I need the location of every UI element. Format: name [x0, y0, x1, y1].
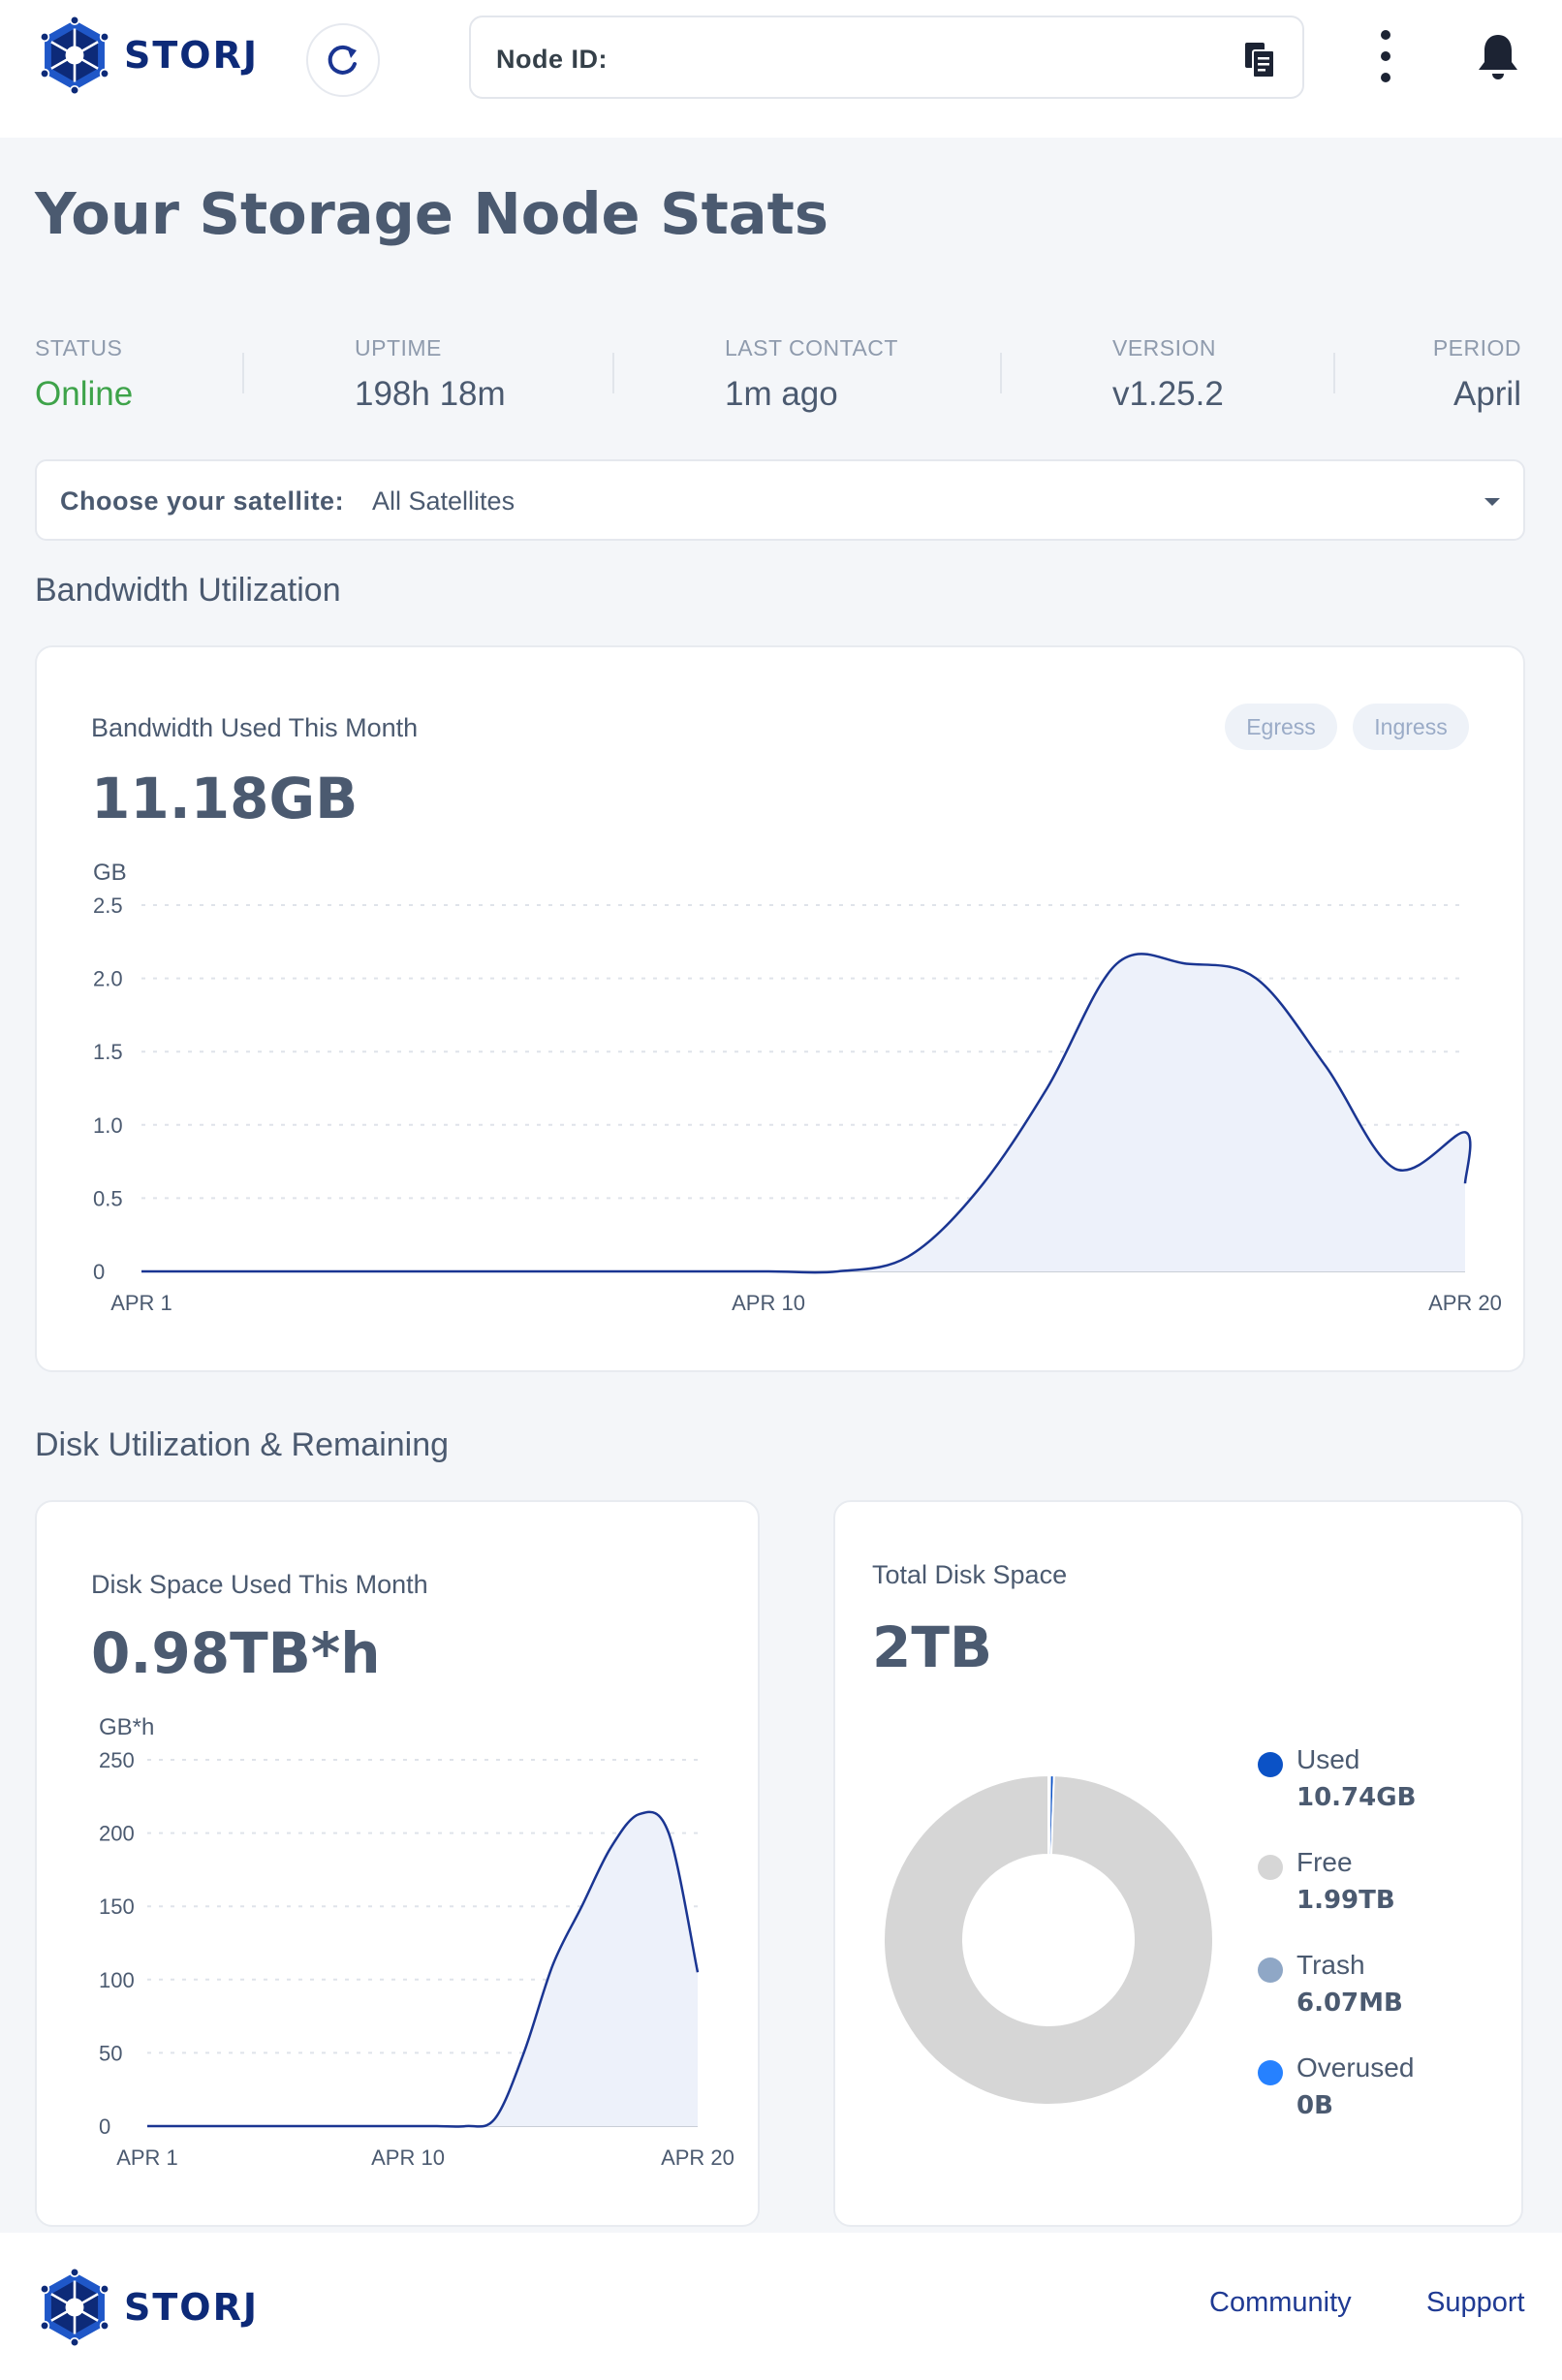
- overused-dot: [1258, 2060, 1283, 2085]
- x-tick-label: APR 10: [371, 2145, 445, 2170]
- disk-section-title: Disk Utilization & Remaining: [35, 1426, 450, 1463]
- y-tick-label: 50: [99, 2041, 122, 2065]
- storj-logo-icon: [39, 2267, 110, 2348]
- total-disk-card: Total Disk Space 2TB Used 10.74GB Free 1…: [833, 1500, 1523, 2227]
- y-tick-label: 250: [99, 1748, 135, 1772]
- period-info: PERIOD April: [1433, 335, 1521, 414]
- legend-used-value: 10.74GB: [1296, 1783, 1417, 1812]
- y-tick-label: 2.0: [93, 967, 123, 991]
- bandwidth-chart: GB 0 0.5 1.0 1.5 2.0 2.5 APR 1 APR 10 APR 20: [93, 860, 1502, 1315]
- last-contact-value: 1m ago: [725, 375, 838, 413]
- disk-space-chart: GB*h 0 50 100 150 200 250 APR 1 APR 10 APR 20: [99, 1714, 734, 2170]
- status-value: Online: [35, 375, 134, 413]
- disk-donut-chart: [883, 1773, 1214, 2106]
- footer: STORJ Community Support: [0, 2233, 1562, 2380]
- x-tick-label: APR 1: [116, 2145, 178, 2170]
- version-value: v1.25.2: [1112, 375, 1224, 413]
- egress-button[interactable]: Egress: [1225, 704, 1337, 750]
- node-id-field[interactable]: Node ID:: [469, 16, 1304, 99]
- y-axis-unit-label: GB*h: [99, 1714, 154, 1740]
- legend-trash-value: 6.07MB: [1296, 1989, 1403, 2018]
- period-value: April: [1453, 375, 1521, 413]
- bandwidth-card-title: Bandwidth Used This Month: [91, 713, 419, 742]
- copy-icon[interactable]: [1242, 41, 1277, 79]
- ingress-button[interactable]: Ingress: [1353, 704, 1469, 750]
- storj-logo[interactable]: STORJ: [33, 14, 259, 97]
- satellite-select-value: All Satellites: [372, 486, 515, 516]
- total-disk-card-value: 2TB: [872, 1614, 993, 1680]
- community-link[interactable]: Community: [1209, 2287, 1352, 2318]
- disk-space-card: Disk Space Used This Month 0.98TB*h GB*h…: [35, 1500, 760, 2227]
- version-label: VERSION: [1112, 335, 1217, 360]
- info-divider: [1000, 353, 1002, 393]
- uptime-label: UPTIME: [355, 335, 442, 360]
- node-id-label: Node ID:: [496, 45, 608, 74]
- y-tick-label: 0: [93, 1260, 105, 1284]
- uptime-info: UPTIME 198h 18m: [355, 335, 506, 414]
- refresh-button[interactable]: [306, 23, 380, 97]
- support-link[interactable]: Support: [1426, 2287, 1525, 2318]
- legend-overused-value: 0B: [1296, 2091, 1333, 2120]
- version-info: VERSION v1.25.2: [1112, 335, 1224, 414]
- donut-slice-free: [883, 1773, 1214, 2106]
- bandwidth-section-title: Bandwidth Utilization: [35, 572, 341, 609]
- donut-slice-trash: [1047, 1773, 1051, 1857]
- chevron-down-icon: [1484, 498, 1500, 506]
- free-dot: [1258, 1855, 1283, 1880]
- x-tick-label: APR 10: [732, 1291, 805, 1315]
- info-divider: [612, 353, 614, 393]
- last-contact-label: LAST CONTACT: [725, 335, 898, 360]
- storj-logo-icon: [39, 15, 110, 96]
- page-title: Your Storage Node Stats: [35, 180, 828, 247]
- refresh-icon: [328, 45, 357, 75]
- logo-text: STORJ: [124, 34, 259, 77]
- series-area: [147, 1811, 698, 2127]
- footer-storj-logo[interactable]: STORJ: [33, 2266, 259, 2349]
- status-info: STATUS Online: [35, 335, 133, 414]
- y-tick-label: 0.5: [93, 1186, 123, 1210]
- footer-logo-text: STORJ: [124, 2286, 259, 2329]
- legend-trash-label: Trash: [1296, 1950, 1365, 1980]
- y-tick-label: 0: [99, 2114, 110, 2139]
- disk-space-card-title: Disk Space Used This Month: [91, 1570, 428, 1599]
- period-label: PERIOD: [1432, 335, 1521, 360]
- info-divider: [242, 353, 244, 393]
- uptime-value: 198h 18m: [355, 375, 506, 413]
- y-axis-unit-label: GB: [93, 860, 127, 886]
- y-tick-label: 150: [99, 1895, 135, 1919]
- y-tick-label: 1.0: [93, 1113, 123, 1138]
- status-label: STATUS: [35, 335, 123, 360]
- satellite-select[interactable]: Choose your satellite: All Satellites: [35, 459, 1525, 541]
- trash-dot: [1258, 1957, 1283, 1983]
- more-vertical-icon[interactable]: [1368, 27, 1403, 85]
- y-tick-label: 1.5: [93, 1040, 123, 1064]
- series-area: [141, 954, 1471, 1273]
- top-header: STORJ Node ID:: [0, 0, 1562, 138]
- satellite-select-label: Choose your satellite:: [60, 486, 345, 516]
- x-tick-label: APR 1: [110, 1291, 172, 1315]
- legend-used-label: Used: [1296, 1744, 1360, 1774]
- last-contact-info: LAST CONTACT 1m ago: [725, 335, 898, 414]
- y-tick-label: 100: [99, 1968, 135, 1992]
- series-line: [141, 953, 1472, 1274]
- x-tick-label: APR 20: [1428, 1291, 1502, 1315]
- bell-icon[interactable]: [1475, 31, 1521, 81]
- series-line: [147, 1810, 700, 2128]
- legend-overused-label: Overused: [1296, 2052, 1415, 2082]
- used-dot: [1258, 1752, 1283, 1777]
- total-disk-card-title: Total Disk Space: [872, 1560, 1068, 1589]
- y-tick-label: 200: [99, 1822, 135, 1846]
- bandwidth-card: Bandwidth Used This Month 11.18GB Egress…: [35, 645, 1525, 1372]
- legend-free-label: Free: [1296, 1847, 1353, 1877]
- bandwidth-card-value: 11.18GB: [91, 766, 359, 831]
- x-tick-label: APR 20: [661, 2145, 734, 2170]
- legend-free-value: 1.99TB: [1296, 1886, 1395, 1915]
- info-divider: [1333, 353, 1335, 393]
- y-tick-label: 2.5: [93, 893, 123, 918]
- disk-space-card-value: 0.98TB*h: [91, 1620, 381, 1686]
